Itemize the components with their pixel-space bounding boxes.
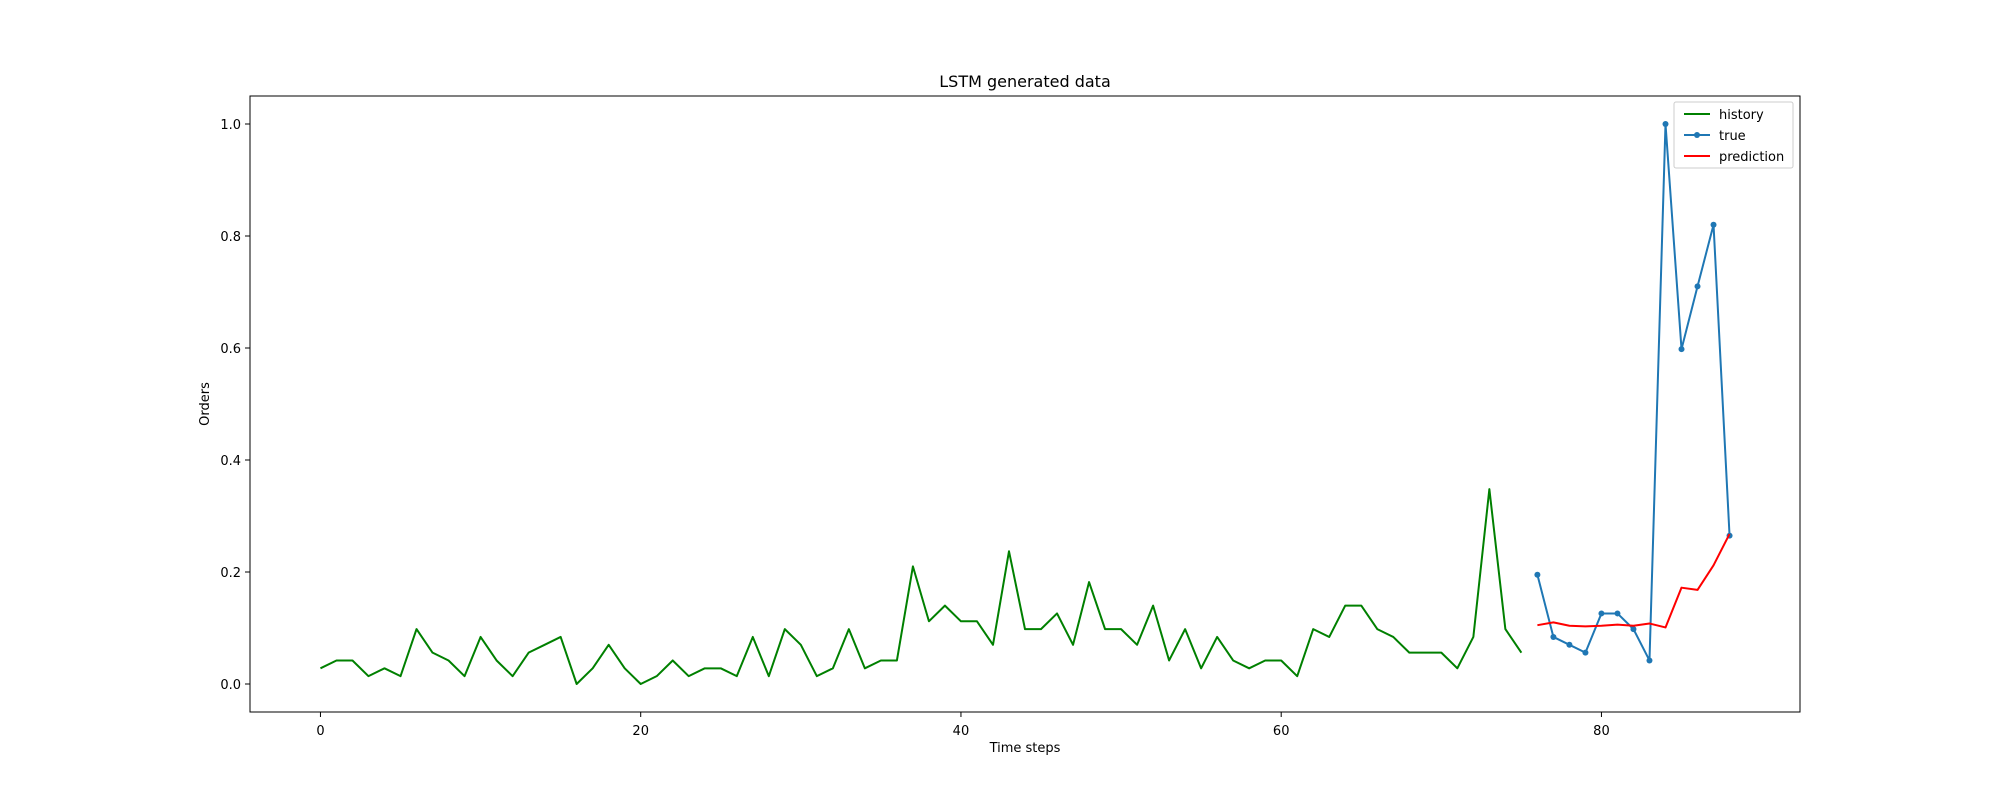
y-axis-label: Orders [198,382,213,426]
series-line-history [320,488,1523,685]
x-tick-label: 80 [1593,724,1610,739]
x-tick-label: 0 [316,724,324,739]
ticks-layer: 0 20 40 60 80 0.0 0.2 0.4 0.6 0.8 1.0 [220,118,1609,739]
x-tick-label: 40 [953,724,970,739]
series-line-true [1536,123,1731,662]
legend-box [1673,101,1794,169]
data-point-true [1550,633,1557,640]
series-layer [320,121,1733,685]
data-point-true [1662,121,1669,127]
x-tick-label: 20 [632,724,649,739]
legend-marker-true [1694,132,1700,138]
y-tick-label: 0.2 [220,566,241,581]
y-tick-label: 0.8 [220,230,241,245]
y-tick-label: 0.4 [220,454,241,469]
data-point-true [1582,649,1589,656]
legend: history true prediction [1673,101,1794,169]
data-point-true [1630,626,1637,633]
data-point-true [1710,221,1717,228]
data-point-true [1566,641,1573,648]
y-tick-label: 1.0 [220,118,241,133]
plot-frame [249,95,1801,713]
data-point-true [1694,283,1701,290]
legend-label-history: history [1719,108,1764,123]
x-axis-label: Time steps [989,741,1061,756]
data-point-true [1614,610,1621,617]
y-tick-label: 0.6 [220,342,241,357]
data-point-true [1678,346,1685,353]
legend-label-true: true [1719,129,1746,144]
data-point-true [1598,610,1605,617]
data-point-true [1534,571,1541,578]
x-tick-label: 60 [1273,724,1290,739]
series-line-prediction [1537,533,1731,629]
chart-title: LSTM generated data [939,72,1111,91]
y-tick-label: 0.0 [220,678,241,693]
data-point-true [1646,657,1653,664]
legend-label-prediction: prediction [1719,150,1784,165]
